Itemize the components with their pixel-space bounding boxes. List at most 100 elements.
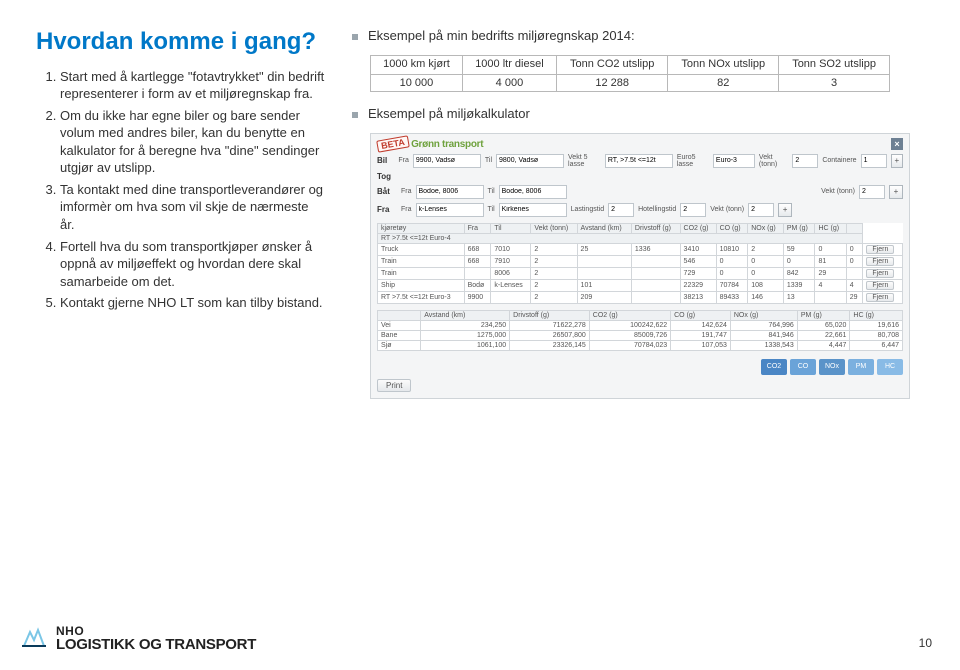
td xyxy=(631,267,680,279)
td: 70784,023 xyxy=(589,340,670,350)
td: 23326,145 xyxy=(510,340,590,350)
remove-button[interactable]: Fjern xyxy=(866,281,894,290)
td: 71622,278 xyxy=(510,320,590,330)
td: 842 xyxy=(783,267,815,279)
field-label: Vekt (tonn) xyxy=(710,206,744,213)
gas-hc-button[interactable]: HC xyxy=(877,359,903,375)
td xyxy=(631,291,680,303)
field-label: Til xyxy=(488,188,495,195)
td: 29 xyxy=(846,291,863,303)
loadtime-input[interactable] xyxy=(608,203,634,217)
brand-label: Grønn transport xyxy=(411,139,483,150)
td: 22,661 xyxy=(797,330,850,340)
from-input[interactable] xyxy=(416,203,484,217)
td: 546 xyxy=(680,255,716,267)
td: 70784 xyxy=(716,279,748,291)
row-label: Båt xyxy=(377,187,397,196)
td: 0 xyxy=(716,267,748,279)
td: 85009,726 xyxy=(589,330,670,340)
td: 764,996 xyxy=(730,320,797,330)
td xyxy=(491,291,531,303)
print-button[interactable]: Print xyxy=(377,379,411,392)
weight-input[interactable] xyxy=(859,185,885,199)
td: Train xyxy=(378,267,465,279)
remove-button[interactable]: Fjern xyxy=(866,269,894,278)
td: 8006 xyxy=(491,267,531,279)
td: 38213 xyxy=(680,291,716,303)
remove-button[interactable]: Fjern xyxy=(866,257,894,266)
container-input[interactable] xyxy=(861,154,887,168)
td: 19,616 xyxy=(850,320,903,330)
close-icon[interactable]: × xyxy=(891,138,903,150)
td: 1061,100 xyxy=(421,340,510,350)
gas-pm-button[interactable]: PM xyxy=(848,359,874,375)
td xyxy=(631,279,680,291)
to-input[interactable] xyxy=(496,154,564,168)
field-label: Fra xyxy=(401,206,412,213)
row-label: Tog xyxy=(377,172,397,181)
th: HC (g) xyxy=(815,223,846,233)
td: Truck xyxy=(378,243,465,255)
weight-class-input[interactable] xyxy=(605,154,673,168)
th: CO2 (g) xyxy=(680,223,716,233)
to-input[interactable] xyxy=(499,203,567,217)
td: RT >7.5t <=12t Euro-3 xyxy=(378,291,465,303)
td: 668 xyxy=(464,243,491,255)
td xyxy=(577,267,631,279)
td: 841,946 xyxy=(730,330,797,340)
th: CO (g) xyxy=(671,310,731,320)
td: 0 xyxy=(716,255,748,267)
gas-co-button[interactable]: CO xyxy=(790,359,816,375)
row-label: Fra xyxy=(377,205,397,214)
td: 12 288 xyxy=(556,74,667,91)
td: 2 xyxy=(531,291,577,303)
th: Drivstoff (g) xyxy=(631,223,680,233)
remove-button[interactable]: Fjern xyxy=(866,245,894,254)
hoteltime-input[interactable] xyxy=(680,203,706,217)
from-input[interactable] xyxy=(416,185,484,199)
td: 10810 xyxy=(716,243,748,255)
field-label: Vekt (tonn) xyxy=(821,188,855,195)
th: Fra xyxy=(464,223,491,233)
gas-co2-button[interactable]: CO2 xyxy=(761,359,787,375)
td: 2 xyxy=(531,279,577,291)
td: 2 xyxy=(748,243,784,255)
subhead: RT >7.5t <=12t Euro-4 xyxy=(378,233,863,243)
add-button[interactable]: + xyxy=(778,203,792,217)
td: 25 xyxy=(577,243,631,255)
th: CO2 (g) xyxy=(589,310,670,320)
from-input[interactable] xyxy=(413,154,481,168)
logo-lt: LOGISTIKK OG TRANSPORT xyxy=(56,637,256,652)
td: 59 xyxy=(783,243,815,255)
td: 1336 xyxy=(631,243,680,255)
td: 1338,543 xyxy=(730,340,797,350)
calc-row-tog: Tog xyxy=(371,170,909,183)
remove-button[interactable]: Fjern xyxy=(866,293,894,302)
field-label: Lastingstid xyxy=(571,206,604,213)
weight-input[interactable] xyxy=(792,154,818,168)
bullet-icon xyxy=(352,34,358,40)
th: NOx (g) xyxy=(748,223,784,233)
footer-logo: NHO LOGISTIKK OG TRANSPORT xyxy=(20,624,256,652)
td: 234,250 xyxy=(421,320,510,330)
th: CO (g) xyxy=(716,223,748,233)
field-label: Vekt (tonn) xyxy=(759,154,788,168)
td: 13 xyxy=(783,291,815,303)
th: PM (g) xyxy=(797,310,850,320)
th: Til xyxy=(491,223,531,233)
add-button[interactable]: + xyxy=(889,185,903,199)
euro-input[interactable] xyxy=(713,154,755,168)
td: 2 xyxy=(531,243,577,255)
td: 3 xyxy=(779,74,890,91)
table-row: RT >7.5t <=12t Euro-39900220938213894331… xyxy=(378,291,903,303)
td xyxy=(631,255,680,267)
td: Ship xyxy=(378,279,465,291)
add-button[interactable]: + xyxy=(891,154,903,168)
gas-nox-button[interactable]: NOx xyxy=(819,359,845,375)
th: kjøretøy xyxy=(378,223,465,233)
weight-input[interactable] xyxy=(748,203,774,217)
to-input[interactable] xyxy=(499,185,567,199)
td xyxy=(577,255,631,267)
field-label: Fra xyxy=(401,188,412,195)
td: 80,708 xyxy=(850,330,903,340)
